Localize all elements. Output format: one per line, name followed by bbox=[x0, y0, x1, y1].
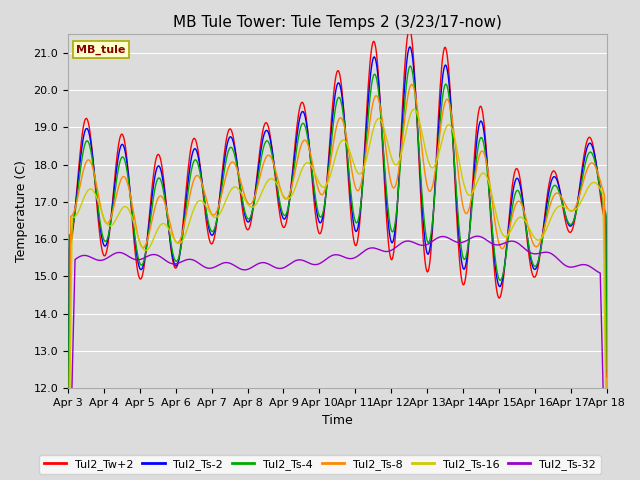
Text: MB_tule: MB_tule bbox=[76, 45, 125, 55]
Legend: Tul2_Tw+2, Tul2_Ts-2, Tul2_Ts-4, Tul2_Ts-8, Tul2_Ts-16, Tul2_Ts-32: Tul2_Tw+2, Tul2_Ts-2, Tul2_Ts-4, Tul2_Ts… bbox=[40, 455, 600, 474]
Y-axis label: Temperature (C): Temperature (C) bbox=[15, 160, 28, 262]
Title: MB Tule Tower: Tule Temps 2 (3/23/17-now): MB Tule Tower: Tule Temps 2 (3/23/17-now… bbox=[173, 15, 502, 30]
X-axis label: Time: Time bbox=[322, 414, 353, 427]
